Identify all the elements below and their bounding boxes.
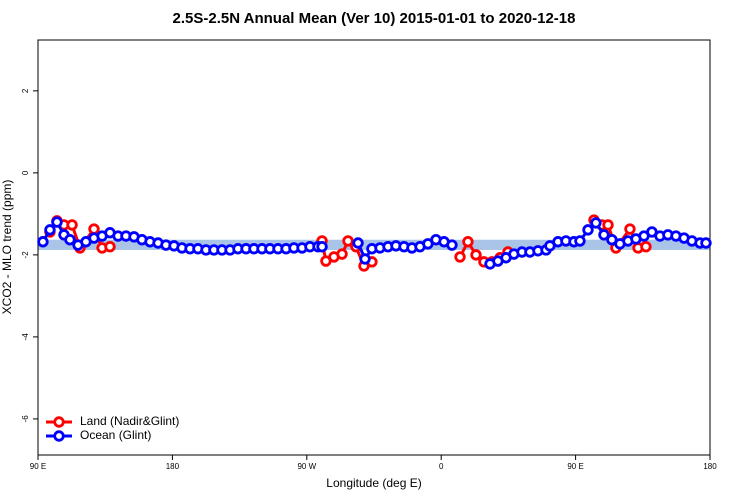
point (462, 236, 474, 248)
point (602, 219, 614, 231)
y-tick-label: 0 (21, 170, 30, 175)
point (44, 224, 56, 236)
point (700, 237, 712, 249)
point (37, 236, 49, 248)
x-tick-label: 0 (439, 462, 444, 471)
point (66, 219, 78, 231)
x-tick-label: 180 (703, 462, 717, 471)
point (574, 235, 586, 247)
point (446, 239, 458, 251)
point (598, 229, 610, 241)
point (624, 223, 636, 235)
legend-label: Land (Nadir&Glint) (80, 414, 179, 428)
point (104, 240, 116, 253)
point (342, 235, 354, 247)
x-tick-label: 90 W (297, 462, 316, 471)
legend-marker (53, 416, 65, 428)
x-axis-label: Longitude (deg E) (326, 476, 421, 490)
point (470, 249, 482, 261)
legend-marker (53, 430, 65, 442)
x-tick-label: 180 (166, 462, 180, 471)
legend-label: Ocean (Glint) (80, 428, 151, 442)
y-axis-label: XCO2 - MLO trend (ppm) (0, 180, 14, 315)
point (359, 253, 371, 265)
point (64, 234, 76, 246)
series-line (48, 218, 647, 269)
chart-title: 2.5S-2.5N Annual Mean (Ver 10) 2015-01-0… (173, 10, 576, 27)
point (640, 240, 652, 253)
point (88, 223, 100, 235)
point (336, 248, 348, 260)
point (454, 251, 466, 263)
y-tick-label: 2 (21, 88, 30, 93)
x-tick-label: 90 E (567, 462, 583, 471)
point (51, 216, 63, 228)
point (316, 240, 328, 253)
point (590, 217, 602, 229)
point (582, 224, 594, 236)
y-tick-label: -2 (21, 251, 30, 259)
y-tick-label: -4 (21, 333, 30, 341)
point (352, 237, 364, 249)
y-tick-label: -6 (21, 415, 30, 423)
x-tick-label: 90 E (30, 462, 46, 471)
plot-frame (37, 39, 711, 456)
